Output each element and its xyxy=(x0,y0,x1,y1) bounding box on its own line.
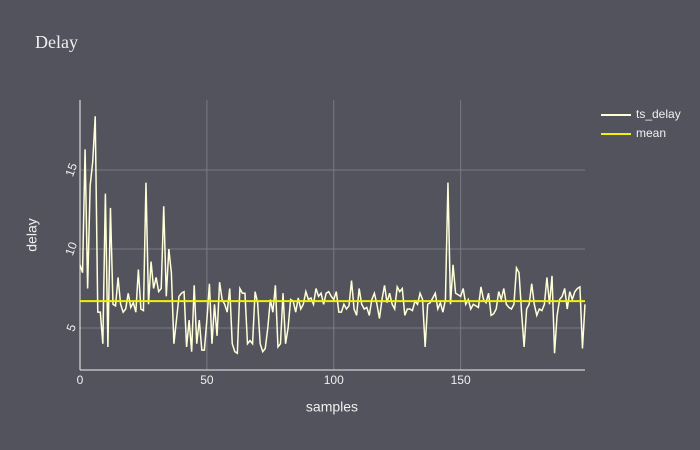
y-tick-label: 15 xyxy=(62,161,80,179)
x-tick-label: 150 xyxy=(451,373,471,387)
chart-title: Delay xyxy=(35,32,78,52)
y-axis-label: delay xyxy=(24,218,40,251)
legend-label: ts_delay xyxy=(636,107,681,121)
y-tick-label: 5 xyxy=(64,322,80,333)
legend-label: mean xyxy=(636,126,666,140)
x-tick-label: 100 xyxy=(324,373,344,387)
x-tick-label: 0 xyxy=(77,373,84,387)
x-axis-label: samples xyxy=(306,399,358,415)
x-tick-label: 50 xyxy=(200,373,214,387)
series-line xyxy=(79,116,586,355)
y-tick-label: 10 xyxy=(62,240,80,258)
